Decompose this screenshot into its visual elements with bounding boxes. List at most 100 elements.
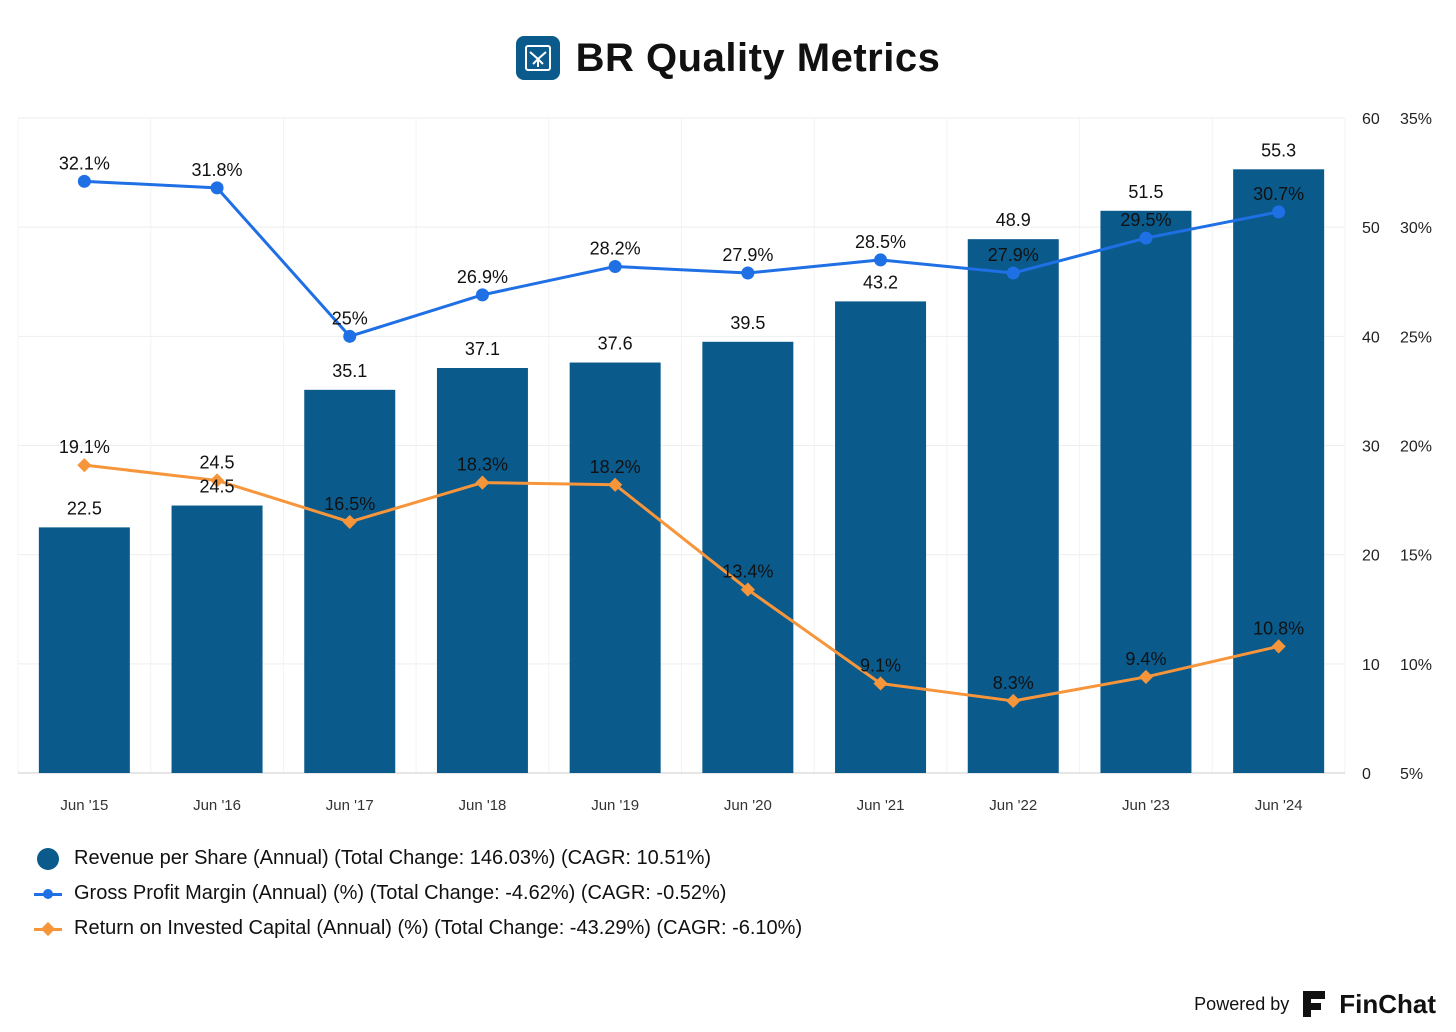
x-tick-label: Jun '23	[1122, 797, 1170, 814]
footer: Powered by FinChat	[1194, 984, 1436, 1024]
y-tick-label-left: 30	[1362, 439, 1380, 456]
gross-margin-data-label: 28.2%	[590, 238, 641, 258]
gross-margin-point	[343, 329, 357, 343]
revenue-bar	[436, 367, 528, 773]
roic-data-label: 24.5	[200, 452, 235, 472]
revenue-bar	[967, 239, 1059, 774]
gross-margin-point	[1139, 231, 1153, 245]
finchat-brand[interactable]: FinChat	[1339, 988, 1436, 1019]
x-tick-label: Jun '24	[1255, 797, 1303, 814]
legend-item-revenue[interactable]: Revenue per Share (Annual) (Total Change…	[34, 846, 802, 871]
gross-margin-line	[84, 179, 1279, 338]
revenue-data-label: 48.9	[996, 210, 1031, 230]
legend-line-diamond-icon	[34, 918, 62, 940]
gross-margin-data-label: 31.8%	[192, 160, 243, 180]
revenue-bar	[38, 527, 130, 773]
gross-margin-data-label: 30.7%	[1253, 184, 1304, 204]
gross-margin-point	[210, 181, 224, 195]
roic-point	[1006, 693, 1021, 709]
y-tick-label-right: 35%	[1400, 111, 1432, 128]
legend-label: Return on Invested Capital (Annual) (%) …	[74, 917, 803, 939]
gross-margin-point	[608, 259, 622, 273]
roic-point	[1271, 639, 1286, 654]
x-tick-label: Jun '22	[989, 797, 1037, 814]
revenue-bar	[304, 389, 396, 773]
x-tick-label: Jun '19	[591, 797, 639, 814]
legend-circle-icon	[34, 847, 62, 870]
y-tick-label-right: 15%	[1400, 548, 1432, 565]
x-tick-label: Jun '20	[724, 797, 772, 814]
gross-margin-data-label: 28.5%	[855, 232, 906, 252]
roic-data-label: 8.3%	[993, 673, 1034, 693]
roic-data-label: 19.1%	[59, 437, 110, 457]
revenue-data-label: 37.6	[598, 334, 633, 354]
legend-label: Gross Profit Margin (Annual) (%) (Total …	[74, 882, 727, 904]
roic-point	[342, 514, 357, 529]
gross-margin-point	[77, 174, 91, 188]
revenue-data-label: 51.5	[1128, 182, 1163, 202]
y-tick-label-left: 20	[1362, 548, 1380, 565]
gross-margin-data-label: 32.1%	[59, 153, 110, 173]
roic-data-label: 16.5%	[324, 494, 375, 514]
powered-by-text: Powered by	[1194, 993, 1290, 1014]
revenue-data-label: 43.2	[863, 272, 898, 292]
roic-data-label: 18.2%	[590, 457, 641, 477]
gross-margin-point	[475, 288, 489, 302]
legend-label: Revenue per Share (Annual) (Total Change…	[74, 847, 712, 869]
revenue-bar	[702, 341, 794, 773]
y-tick-label-left: 0	[1362, 766, 1371, 783]
finchat-logo-icon	[1303, 991, 1326, 1017]
legend-item-roic[interactable]: Return on Invested Capital (Annual) (%) …	[34, 916, 802, 941]
revenue-data-label: 39.5	[730, 313, 765, 333]
gross-margin-data-label: 27.9%	[988, 245, 1039, 265]
revenue-bar	[835, 301, 927, 773]
revenue-bar	[1233, 169, 1325, 773]
y-tick-label-left: 60	[1362, 111, 1380, 128]
revenue-bar	[569, 362, 661, 773]
revenue-data-label: 55.3	[1261, 140, 1296, 160]
chart-canvas: 0 10 20 30 40 50 60 5% 10% 15% 20% 25% 30% 35% Jun '15…	[17, 111, 1432, 814]
y-tick-label-left: 40	[1362, 329, 1380, 346]
legend-line-circle-icon	[34, 883, 62, 905]
revenue-data-label: 22.5	[67, 498, 102, 518]
chart-legend: Revenue per Share (Annual) (Total Change…	[34, 846, 802, 941]
roic-data-label: 18.3%	[457, 455, 508, 475]
chart-header: BR Quality Metrics	[0, 28, 1456, 88]
gross-margin-point	[1272, 205, 1286, 219]
y-tick-label-right: 30%	[1400, 220, 1432, 237]
roic-data-label: 13.4%	[722, 562, 773, 582]
gross-margin-data-label: 29.5%	[1120, 210, 1171, 230]
revenue-data-label: 35.1	[332, 361, 367, 381]
roic-data-label: 9.4%	[1125, 649, 1166, 669]
roic-point	[209, 473, 225, 488]
revenue-data-label: 37.1	[465, 339, 500, 359]
x-tick-label: Jun '18	[458, 797, 506, 814]
roic-data-label: 9.1%	[860, 655, 901, 675]
y-tick-label-right: 10%	[1400, 657, 1432, 674]
revenue-bar	[171, 505, 263, 773]
legend-item-gross-margin[interactable]: Gross Profit Margin (Annual) (%) (Total …	[34, 881, 802, 906]
gross-margin-data-label: 26.9%	[457, 267, 508, 287]
roic-point	[608, 477, 623, 492]
x-tick-label: Jun '21	[857, 797, 905, 814]
chart-title: BR Quality Metrics	[575, 35, 941, 80]
roic-point	[1138, 669, 1154, 685]
gross-margin-point	[741, 266, 755, 280]
gross-margin-data-label: 25%	[332, 308, 368, 328]
roic-point	[77, 458, 92, 473]
broadridge-logo-icon	[515, 36, 560, 80]
roic-data-label: 10.8%	[1253, 618, 1304, 638]
roic-line	[84, 463, 1279, 703]
revenue-bar	[1100, 210, 1192, 774]
y-tick-label-right: 5%	[1400, 766, 1423, 783]
y-tick-label-left: 10	[1362, 657, 1380, 674]
y-tick-label-right: 20%	[1400, 439, 1432, 456]
x-tick-label: Jun '15	[60, 797, 108, 814]
gross-margin-point	[1006, 266, 1020, 280]
gross-margin-point	[874, 253, 888, 267]
roic-point	[740, 582, 755, 597]
x-tick-label: Jun '16	[193, 797, 241, 814]
y-tick-label-right: 25%	[1400, 329, 1432, 346]
revenue-data-label: 24.5	[200, 477, 235, 497]
roic-point	[873, 676, 888, 691]
